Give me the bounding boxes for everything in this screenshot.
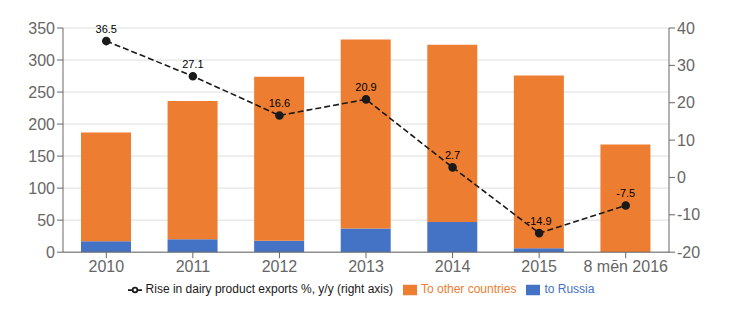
svg-text:2012: 2012 bbox=[262, 258, 298, 275]
svg-text:250: 250 bbox=[28, 84, 55, 101]
svg-text:150: 150 bbox=[28, 148, 55, 165]
svg-text:2014: 2014 bbox=[435, 258, 471, 275]
svg-text:-20: -20 bbox=[677, 244, 700, 261]
svg-text:50: 50 bbox=[37, 212, 55, 229]
svg-text:36.5: 36.5 bbox=[96, 23, 117, 35]
svg-text:-7.5: -7.5 bbox=[616, 187, 635, 199]
svg-text:200: 200 bbox=[28, 116, 55, 133]
svg-text:20.9: 20.9 bbox=[355, 81, 376, 93]
svg-text:10: 10 bbox=[677, 132, 695, 149]
svg-text:2.7: 2.7 bbox=[445, 149, 460, 161]
svg-text:350: 350 bbox=[28, 20, 55, 37]
svg-text:2013: 2013 bbox=[348, 258, 384, 275]
svg-text:30: 30 bbox=[677, 57, 695, 74]
svg-text:2011: 2011 bbox=[176, 258, 211, 275]
svg-text:20: 20 bbox=[677, 94, 695, 111]
svg-text:2015: 2015 bbox=[521, 258, 557, 275]
svg-text:0: 0 bbox=[677, 169, 686, 186]
svg-text:300: 300 bbox=[28, 52, 55, 69]
svg-text:8 mēn 2016: 8 mēn 2016 bbox=[583, 258, 668, 275]
html-text:to Russia: to Russia bbox=[544, 282, 595, 297]
svg-text:27.1: 27.1 bbox=[182, 58, 203, 70]
svg-text:2010: 2010 bbox=[88, 258, 124, 275]
svg-text:16.6: 16.6 bbox=[269, 97, 290, 109]
html-text:Rise in dairy product exports: Rise in dairy product exports %, y/y (ri… bbox=[145, 282, 393, 297]
svg-text:-14.9: -14.9 bbox=[527, 215, 552, 227]
svg-text:-10: -10 bbox=[677, 206, 700, 223]
svg-text:100: 100 bbox=[28, 180, 55, 197]
html-text:To other countries: To other countries bbox=[421, 282, 517, 297]
svg-text:40: 40 bbox=[677, 20, 695, 37]
svg-text:0: 0 bbox=[46, 244, 55, 261]
